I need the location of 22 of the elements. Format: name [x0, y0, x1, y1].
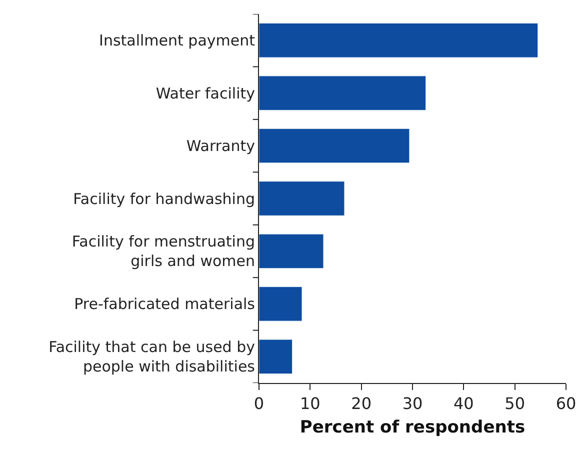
bar: [259, 286, 302, 322]
x-axis-title: Percent of respondents: [300, 418, 526, 438]
bar: [259, 22, 538, 58]
bar: [259, 234, 324, 269]
y-tick-label: Pre-fabricated materials: [74, 295, 256, 314]
x-tick-label: 10: [300, 394, 320, 414]
x-tick-label: 0: [254, 394, 264, 414]
x-tick-label: 50: [504, 394, 526, 414]
y-tick-label: Facility for handwashing: [73, 190, 255, 208]
y-tick-label: Installment payment: [99, 32, 256, 50]
x-tick-label: 20: [351, 394, 372, 414]
bar: [259, 76, 426, 110]
y-tick-label: Warranty: [186, 137, 256, 156]
y-tick-label: Facility that can be used by people with disabilities: [48, 338, 256, 376]
x-tick-label: 30: [402, 394, 423, 414]
bar: [259, 181, 345, 216]
bar: [259, 128, 410, 164]
y-tick-label: Water facility: [156, 84, 256, 102]
bar: [259, 339, 293, 374]
x-tick-label: 60: [556, 394, 576, 414]
y-tick-label: Facility for menstruating girls and women: [72, 232, 255, 270]
x-tick-label: 40: [453, 394, 474, 414]
